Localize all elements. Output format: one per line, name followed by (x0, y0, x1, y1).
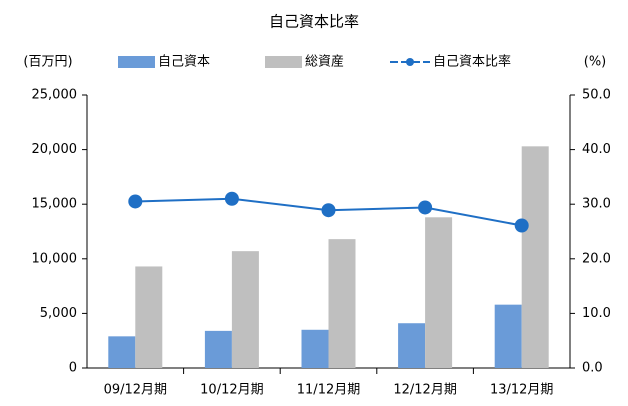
x-tick-label: 13/12月期 (490, 383, 553, 398)
bar (108, 336, 136, 368)
legend-label: 自己資本比率 (433, 54, 511, 70)
line-point (418, 200, 433, 215)
bar (425, 217, 453, 368)
y-axis-label: (百万円) (23, 55, 72, 70)
y-tick-label: 5,000 (40, 306, 77, 321)
y-tick-label: 0 (69, 361, 77, 376)
legend-swatch (265, 56, 302, 68)
x-tick-label: 10/12月期 (200, 383, 263, 398)
y2-tick-label: 10.0 (582, 306, 611, 321)
bar (494, 304, 522, 368)
y2-tick-label: 50.0 (582, 88, 611, 103)
bar (135, 266, 163, 368)
x-tick-label: 09/12月期 (104, 383, 167, 398)
line-point (514, 218, 529, 233)
y-tick-label: 15,000 (32, 197, 78, 212)
y-tick-label: 20,000 (32, 142, 78, 157)
y2-tick-label: 30.0 (582, 197, 611, 212)
y2-tick-label: 40.0 (582, 142, 611, 157)
bar (231, 251, 259, 368)
y-tick-label: 10,000 (32, 251, 78, 266)
legend-swatch (118, 56, 155, 68)
bar (301, 329, 329, 368)
line-point (224, 191, 239, 206)
legend-marker (406, 58, 414, 66)
legend-label: 総資産 (305, 54, 344, 70)
line-point (128, 194, 143, 209)
chart-title: 自己資本比率 (269, 13, 359, 31)
y-tick-label: 25,000 (32, 88, 78, 103)
bar (398, 323, 426, 368)
x-tick-label: 12/12月期 (393, 383, 456, 398)
bar (328, 239, 356, 368)
y2-axis-label: (%) (584, 55, 607, 70)
legend-label: 自己資本 (158, 55, 210, 70)
bar (204, 330, 232, 368)
y2-tick-label: 20.0 (582, 251, 611, 266)
line-point (321, 203, 336, 218)
x-tick-label: 11/12月期 (297, 383, 360, 398)
y2-tick-label: 0.0 (582, 361, 603, 376)
bar (521, 146, 549, 368)
